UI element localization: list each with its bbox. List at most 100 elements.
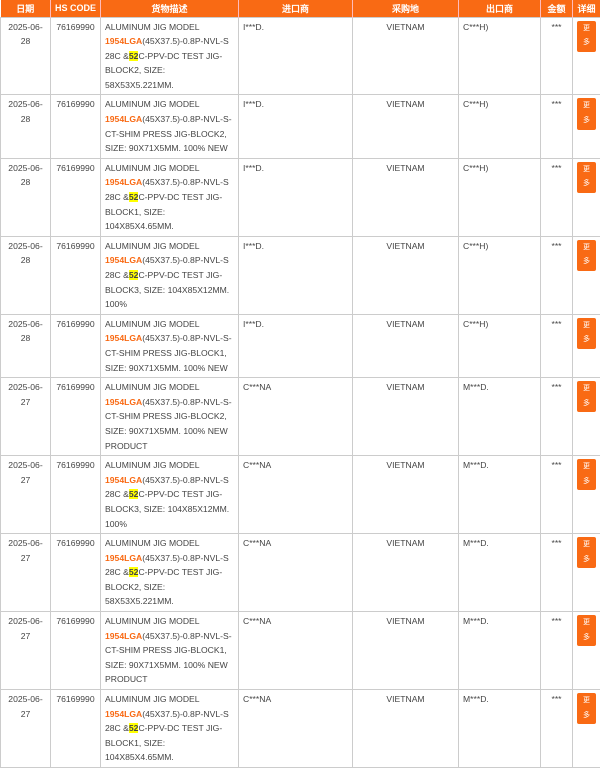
origin-cell: VIETNAM (353, 95, 459, 158)
model-highlight: 1954LGA (105, 475, 142, 485)
origin-cell: VIETNAM (353, 314, 459, 377)
desc-prefix: ALUMINUM JIG MODEL (105, 319, 199, 329)
date-cell: 2025-06-28 (1, 158, 51, 236)
importer-cell: I***D. (239, 17, 353, 95)
amount-cell: *** (541, 690, 573, 768)
table-row: 2025-06-28 76169990 ALUMINUM JIG MODEL 1… (1, 314, 600, 377)
date-cell: 2025-06-27 (1, 612, 51, 690)
importer-cell: C***NA (239, 456, 353, 534)
detail-cell: 更多 (573, 236, 600, 314)
exporter-cell: C***H) (459, 314, 541, 377)
description-cell: ALUMINUM JIG MODEL 1954LGA(45X37.5)-0.8P… (101, 612, 239, 690)
detail-cell: 更多 (573, 534, 600, 612)
table-row: 2025-06-27 76169990 ALUMINUM JIG MODEL 1… (1, 690, 600, 768)
hs-code-cell: 76169990 (51, 378, 101, 456)
more-button[interactable]: 更多 (577, 21, 596, 52)
hs-code-cell: 76169990 (51, 690, 101, 768)
amount-cell: *** (541, 314, 573, 377)
exporter-cell: M***D. (459, 378, 541, 456)
detail-cell: 更多 (573, 612, 600, 690)
column-header[interactable]: HS CODE (51, 0, 101, 17)
more-button[interactable]: 更多 (577, 615, 596, 646)
column-header[interactable]: 日期 (1, 0, 51, 17)
origin-cell: VIETNAM (353, 456, 459, 534)
hs-code-cell: 76169990 (51, 534, 101, 612)
desc-prefix: ALUMINUM JIG MODEL (105, 616, 199, 626)
keyword-highlight: 52 (129, 723, 139, 733)
more-button[interactable]: 更多 (577, 318, 596, 349)
exporter-cell: C***H) (459, 17, 541, 95)
detail-cell: 更多 (573, 95, 600, 158)
model-highlight: 1954LGA (105, 255, 142, 265)
importer-cell: C***NA (239, 690, 353, 768)
desc-prefix: ALUMINUM JIG MODEL (105, 99, 199, 109)
hs-code-cell: 76169990 (51, 314, 101, 377)
table-row: 2025-06-28 76169990 ALUMINUM JIG MODEL 1… (1, 17, 600, 95)
detail-cell: 更多 (573, 158, 600, 236)
desc-prefix: ALUMINUM JIG MODEL (105, 241, 199, 251)
column-header[interactable]: 出口商 (459, 0, 541, 17)
column-header[interactable]: 货物描述 (101, 0, 239, 17)
table-row: 2025-06-27 76169990 ALUMINUM JIG MODEL 1… (1, 456, 600, 534)
date-cell: 2025-06-27 (1, 690, 51, 768)
desc-prefix: ALUMINUM JIG MODEL (105, 163, 199, 173)
model-highlight: 1954LGA (105, 36, 142, 46)
importer-cell: I***D. (239, 158, 353, 236)
importer-cell: C***NA (239, 378, 353, 456)
more-button[interactable]: 更多 (577, 693, 596, 724)
column-header[interactable]: 采购地 (353, 0, 459, 17)
date-cell: 2025-06-27 (1, 456, 51, 534)
exporter-cell: C***H) (459, 158, 541, 236)
origin-cell: VIETNAM (353, 534, 459, 612)
detail-cell: 更多 (573, 690, 600, 768)
table-row: 2025-06-27 76169990 ALUMINUM JIG MODEL 1… (1, 612, 600, 690)
more-button[interactable]: 更多 (577, 381, 596, 412)
more-button[interactable]: 更多 (577, 162, 596, 193)
description-cell: ALUMINUM JIG MODEL 1954LGA(45X37.5)-0.8P… (101, 236, 239, 314)
importer-cell: C***NA (239, 534, 353, 612)
description-cell: ALUMINUM JIG MODEL 1954LGA(45X37.5)-0.8P… (101, 95, 239, 158)
origin-cell: VIETNAM (353, 612, 459, 690)
hs-code-cell: 76169990 (51, 95, 101, 158)
detail-cell: 更多 (573, 17, 600, 95)
desc-prefix: ALUMINUM JIG MODEL (105, 382, 199, 392)
more-button[interactable]: 更多 (577, 459, 596, 490)
description-cell: ALUMINUM JIG MODEL 1954LGA(45X37.5)-0.8P… (101, 456, 239, 534)
importer-cell: I***D. (239, 95, 353, 158)
description-cell: ALUMINUM JIG MODEL 1954LGA(45X37.5)-0.8P… (101, 534, 239, 612)
exporter-cell: C***H) (459, 95, 541, 158)
model-highlight: 1954LGA (105, 553, 142, 563)
origin-cell: VIETNAM (353, 690, 459, 768)
amount-cell: *** (541, 612, 573, 690)
importer-cell: I***D. (239, 236, 353, 314)
description-cell: ALUMINUM JIG MODEL 1954LGA(45X37.5)-0.8P… (101, 378, 239, 456)
date-cell: 2025-06-28 (1, 95, 51, 158)
description-cell: ALUMINUM JIG MODEL 1954LGA(45X37.5)-0.8P… (101, 17, 239, 95)
model-highlight: 1954LGA (105, 631, 142, 641)
origin-cell: VIETNAM (353, 236, 459, 314)
hs-code-cell: 76169990 (51, 17, 101, 95)
more-button[interactable]: 更多 (577, 537, 596, 568)
date-cell: 2025-06-27 (1, 534, 51, 612)
more-button[interactable]: 更多 (577, 240, 596, 271)
exporter-cell: M***D. (459, 456, 541, 534)
origin-cell: VIETNAM (353, 17, 459, 95)
more-button[interactable]: 更多 (577, 98, 596, 129)
column-header[interactable]: 金额 (541, 0, 573, 17)
amount-cell: *** (541, 378, 573, 456)
importer-cell: C***NA (239, 612, 353, 690)
desc-prefix: ALUMINUM JIG MODEL (105, 22, 199, 32)
amount-cell: *** (541, 95, 573, 158)
column-header[interactable]: 进口商 (239, 0, 353, 17)
date-cell: 2025-06-28 (1, 17, 51, 95)
description-cell: ALUMINUM JIG MODEL 1954LGA(45X37.5)-0.8P… (101, 158, 239, 236)
column-header[interactable]: 详细 (573, 0, 600, 17)
model-highlight: 1954LGA (105, 709, 142, 719)
table-row: 2025-06-28 76169990 ALUMINUM JIG MODEL 1… (1, 158, 600, 236)
description-cell: ALUMINUM JIG MODEL 1954LGA(45X37.5)-0.8P… (101, 314, 239, 377)
table-row: 2025-06-28 76169990 ALUMINUM JIG MODEL 1… (1, 236, 600, 314)
date-cell: 2025-06-27 (1, 378, 51, 456)
amount-cell: *** (541, 534, 573, 612)
detail-cell: 更多 (573, 378, 600, 456)
